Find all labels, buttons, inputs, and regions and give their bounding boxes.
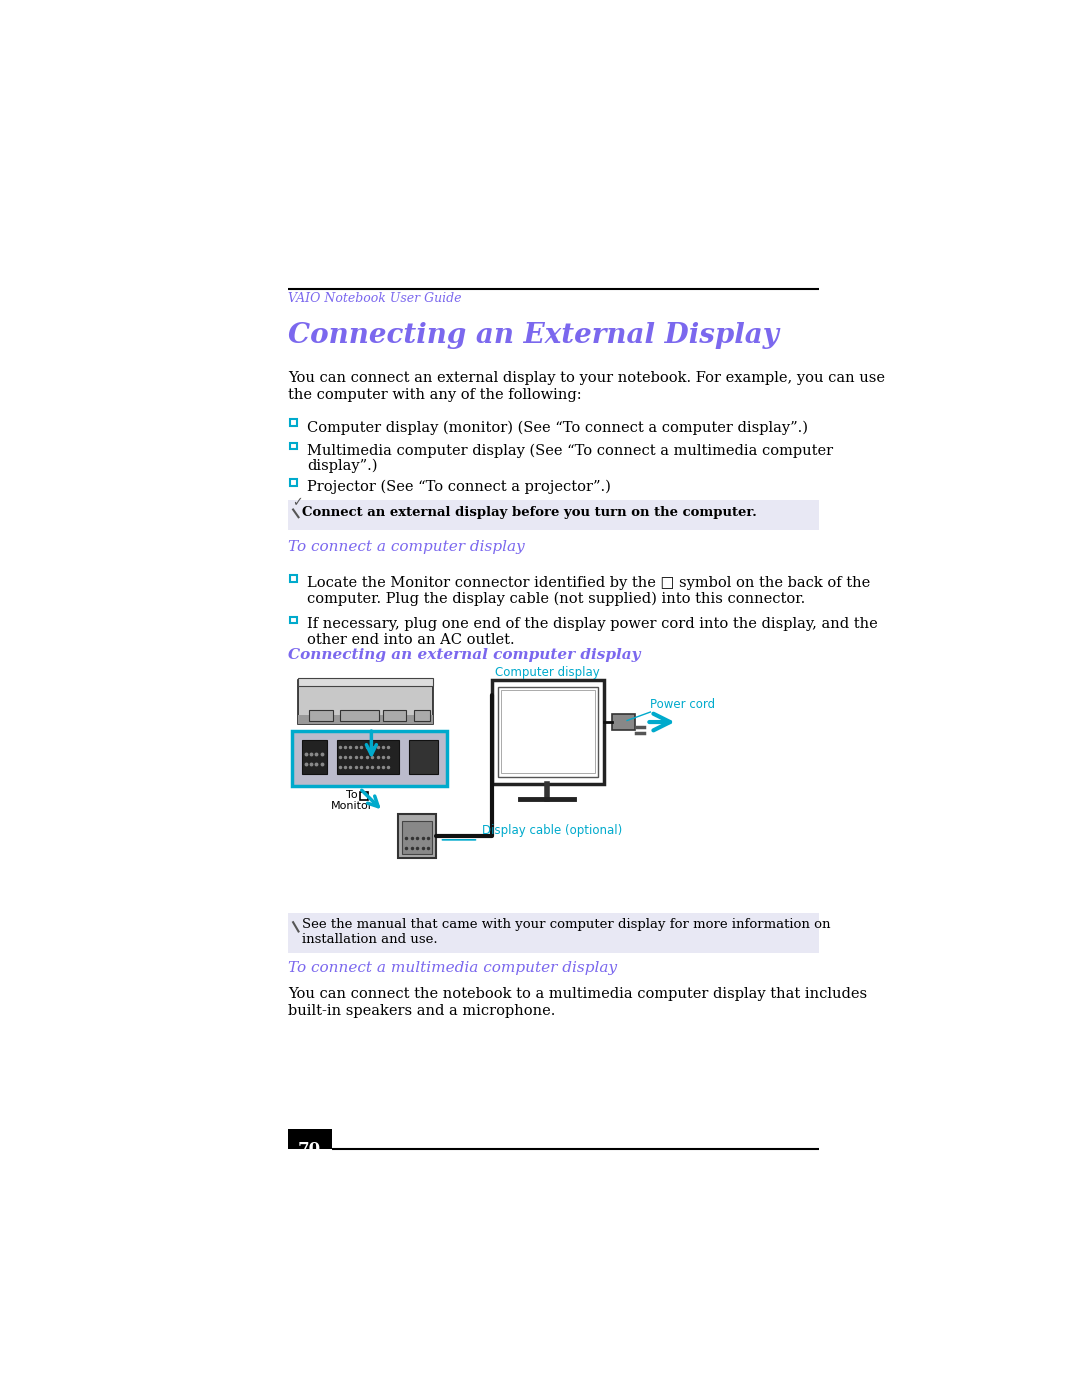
FancyBboxPatch shape	[337, 740, 399, 774]
Text: computer. Plug the display cable (not supplied) into this connector.: computer. Plug the display cable (not su…	[307, 591, 806, 605]
FancyBboxPatch shape	[414, 710, 430, 721]
FancyBboxPatch shape	[291, 616, 297, 623]
FancyBboxPatch shape	[301, 740, 327, 774]
Text: display”.): display”.)	[307, 458, 378, 474]
FancyBboxPatch shape	[298, 680, 433, 725]
FancyBboxPatch shape	[403, 820, 432, 854]
Text: To connect a computer display: To connect a computer display	[287, 541, 525, 555]
Text: other end into an AC outlet.: other end into an AC outlet.	[307, 633, 515, 647]
Text: ✓: ✓	[293, 496, 302, 510]
FancyBboxPatch shape	[293, 731, 446, 787]
FancyBboxPatch shape	[397, 814, 436, 858]
Text: Multimedia computer display (See “To connect a multimedia computer: Multimedia computer display (See “To con…	[307, 443, 833, 458]
FancyBboxPatch shape	[291, 443, 297, 450]
FancyBboxPatch shape	[291, 576, 297, 583]
Text: Monitor: Monitor	[330, 800, 374, 812]
FancyBboxPatch shape	[501, 690, 595, 773]
Text: Power cord: Power cord	[650, 698, 715, 711]
Text: Locate the Monitor connector identified by the □ symbol on the back of the: Locate the Monitor connector identified …	[307, 576, 870, 590]
Text: You can connect the notebook to a multimedia computer display that includes: You can connect the notebook to a multim…	[287, 986, 867, 1000]
Text: To: To	[347, 791, 357, 800]
Text: See the manual that came with your computer display for more information on: See the manual that came with your compu…	[301, 918, 831, 930]
FancyBboxPatch shape	[291, 479, 297, 486]
FancyBboxPatch shape	[611, 714, 635, 729]
Text: VAIO Notebook User Guide: VAIO Notebook User Guide	[287, 292, 461, 306]
FancyBboxPatch shape	[287, 914, 820, 953]
FancyBboxPatch shape	[340, 710, 379, 721]
Text: To connect a multimedia computer display: To connect a multimedia computer display	[287, 961, 617, 975]
Text: If necessary, plug one end of the display power cord into the display, and the: If necessary, plug one end of the displa…	[307, 617, 878, 631]
FancyBboxPatch shape	[383, 710, 406, 721]
Text: Projector (See “To connect a projector”.): Projector (See “To connect a projector”.…	[307, 479, 611, 495]
Text: Connecting an external computer display: Connecting an external computer display	[287, 648, 640, 662]
Text: installation and use.: installation and use.	[301, 933, 437, 946]
FancyBboxPatch shape	[498, 687, 597, 778]
Text: Display cable (optional): Display cable (optional)	[482, 824, 622, 837]
FancyBboxPatch shape	[360, 792, 368, 800]
FancyBboxPatch shape	[309, 710, 333, 721]
FancyBboxPatch shape	[287, 1129, 332, 1150]
FancyBboxPatch shape	[298, 678, 433, 686]
Text: Connect an external display before you turn on the computer.: Connect an external display before you t…	[301, 507, 756, 520]
Text: Computer display: Computer display	[495, 666, 599, 679]
Text: You can connect an external display to your notebook. For example, you can use: You can connect an external display to y…	[287, 370, 885, 384]
FancyBboxPatch shape	[298, 715, 433, 725]
Text: Computer display (monitor) (See “To connect a computer display”.): Computer display (monitor) (See “To conn…	[307, 420, 808, 434]
Text: the computer with any of the following:: the computer with any of the following:	[287, 387, 581, 402]
Text: Connecting an External Display: Connecting an External Display	[287, 323, 779, 349]
Text: built-in speakers and a microphone.: built-in speakers and a microphone.	[287, 1003, 555, 1017]
FancyBboxPatch shape	[491, 680, 604, 784]
Text: 70: 70	[298, 1141, 321, 1158]
FancyBboxPatch shape	[291, 419, 297, 426]
FancyBboxPatch shape	[287, 500, 820, 529]
FancyBboxPatch shape	[408, 740, 438, 774]
